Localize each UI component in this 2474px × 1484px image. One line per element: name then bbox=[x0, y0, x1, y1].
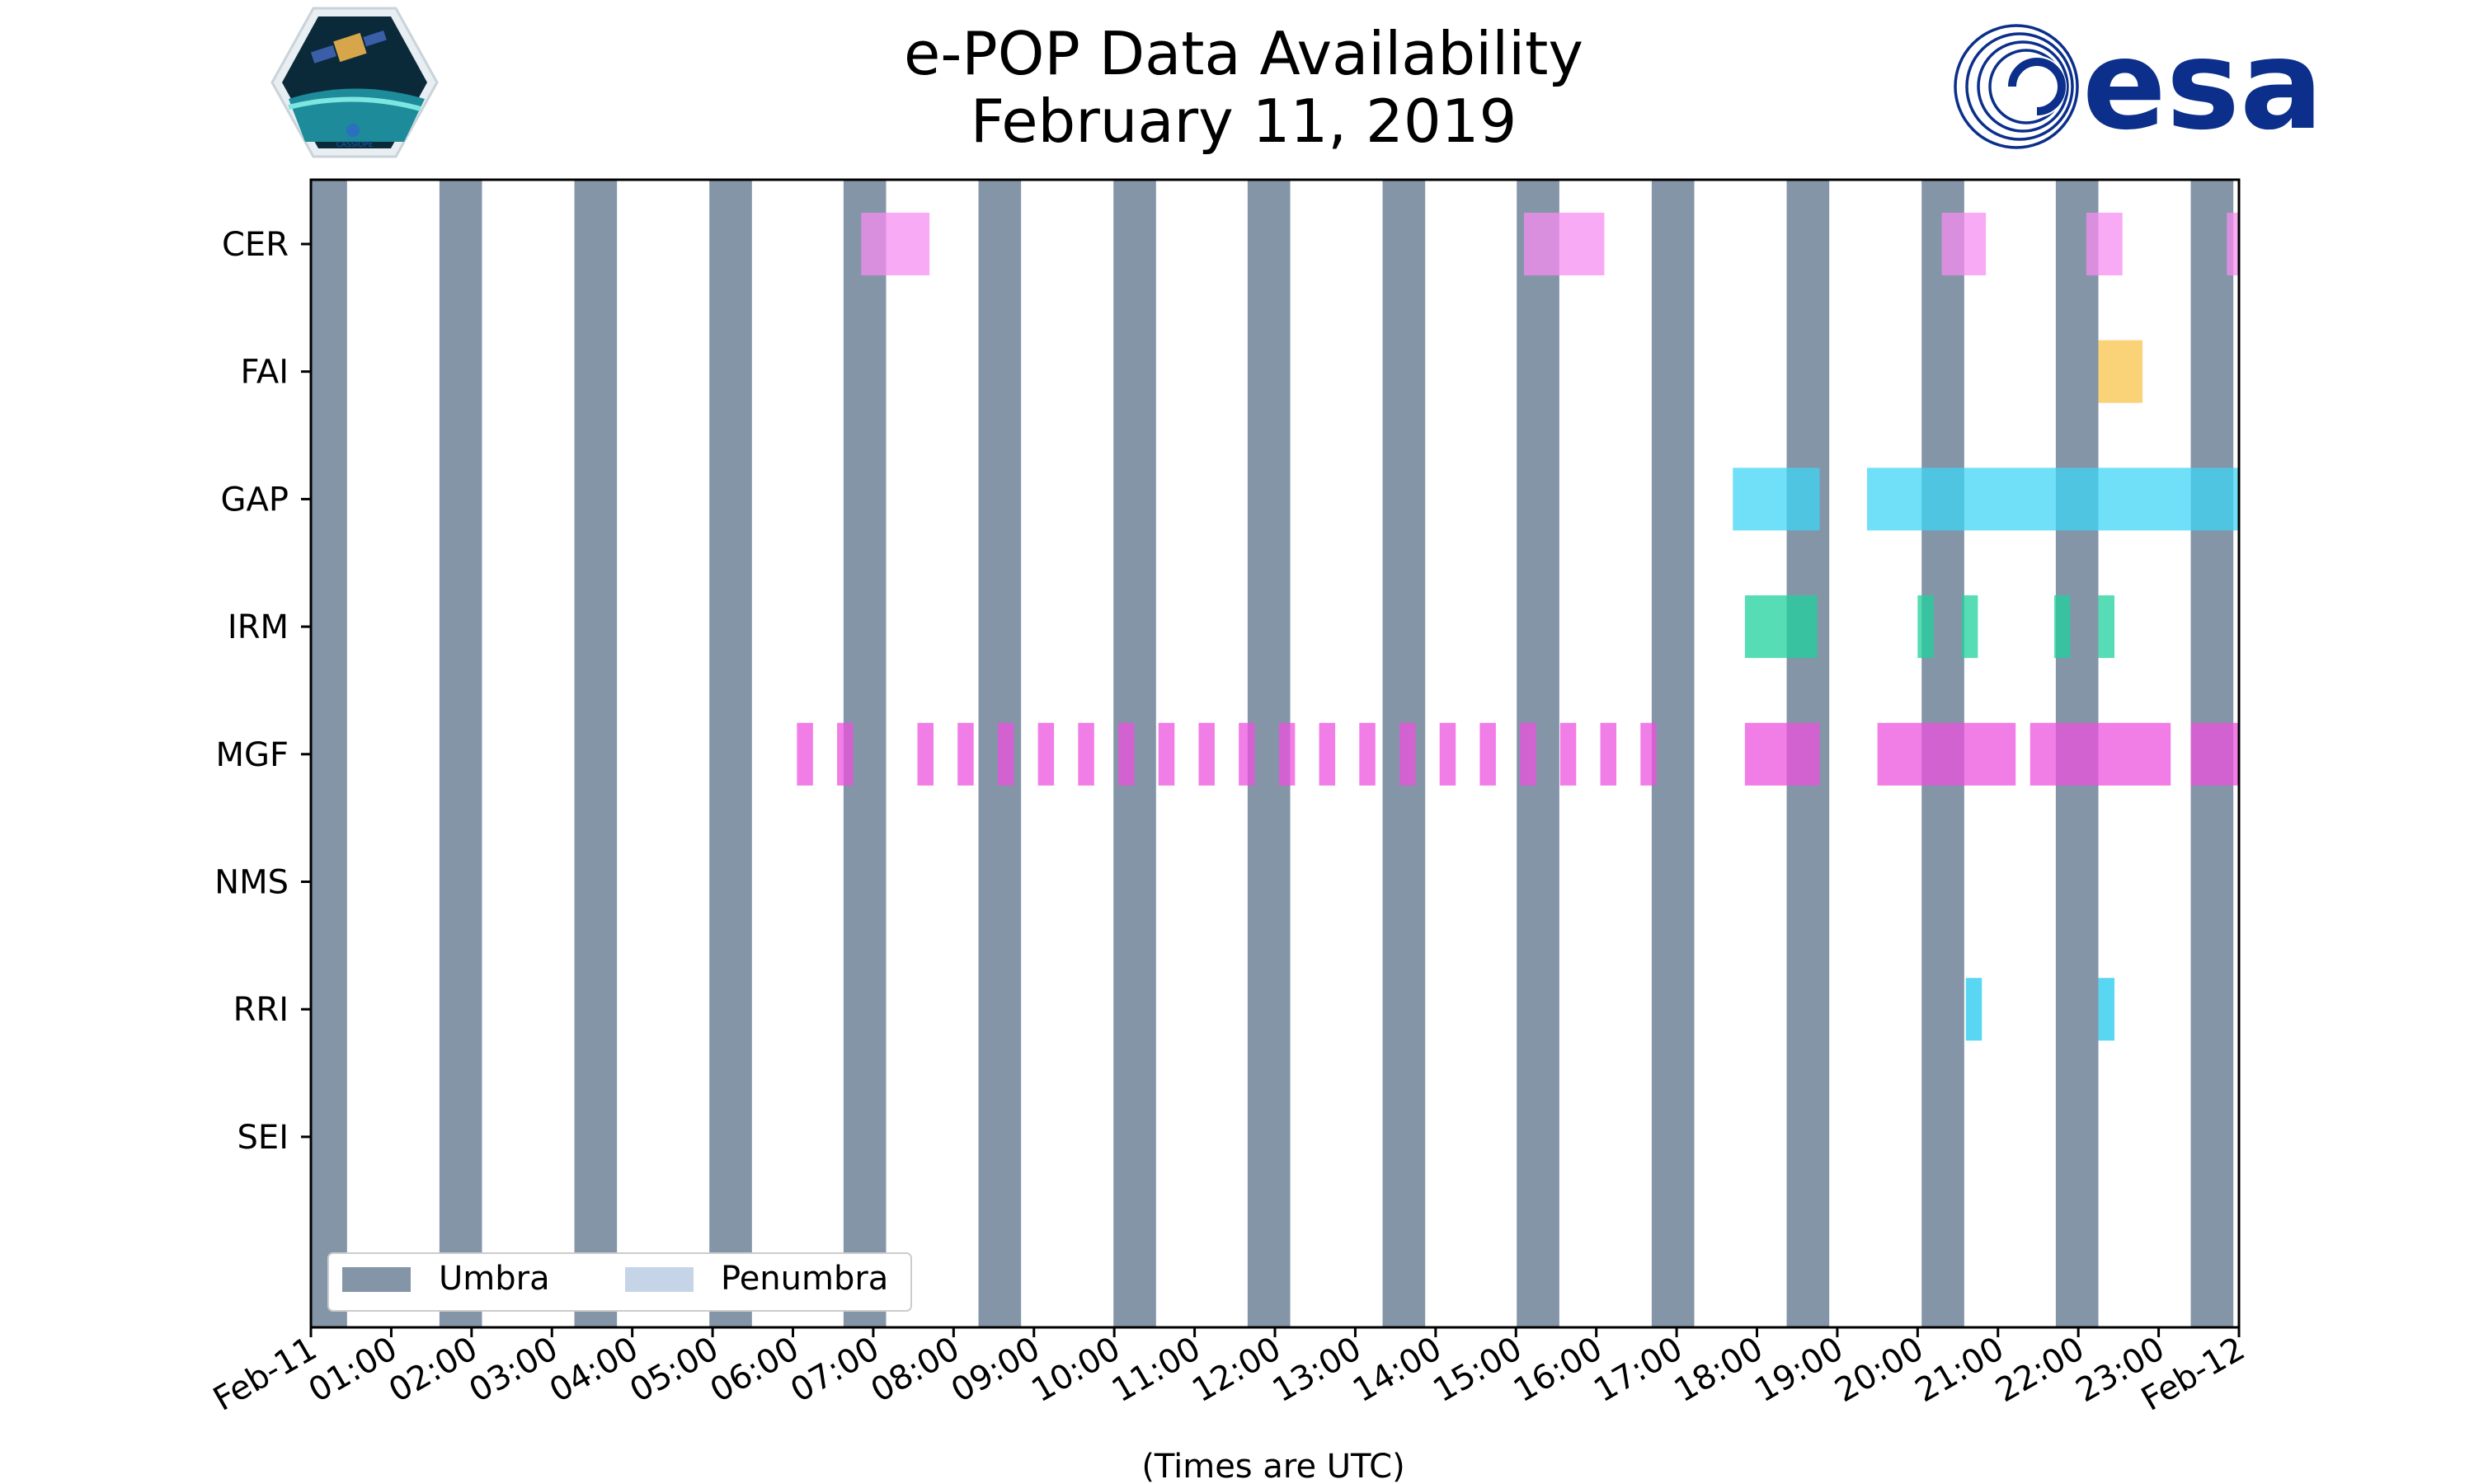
esa-logo: esa bbox=[1952, 14, 2323, 157]
x-tick-label: 14:00 bbox=[1347, 1330, 1448, 1410]
bar-cer bbox=[861, 213, 930, 275]
bar-irm bbox=[1917, 595, 1934, 659]
y-tick-label: GAP bbox=[221, 481, 289, 519]
x-axis-label: (Times are UTC) bbox=[1141, 1448, 1404, 1484]
bar-mgf bbox=[917, 722, 934, 786]
legend-umbra-swatch bbox=[342, 1267, 411, 1292]
x-tick-label: 11:00 bbox=[1106, 1330, 1207, 1410]
y-tick-label: IRM bbox=[228, 608, 289, 646]
bar-mgf bbox=[1078, 722, 1094, 786]
data-bars bbox=[797, 213, 2239, 1041]
bar-mgf bbox=[997, 722, 1014, 786]
bar-mgf bbox=[1359, 722, 1376, 786]
bar-mgf bbox=[1198, 722, 1215, 786]
x-tick-label: 20:00 bbox=[1828, 1330, 1930, 1410]
legend-umbra-label: Umbra bbox=[439, 1260, 550, 1298]
x-tick-label: 03:00 bbox=[463, 1330, 564, 1410]
x-tick-label: 02:00 bbox=[383, 1330, 484, 1410]
x-tick-label: 19:00 bbox=[1748, 1330, 1850, 1410]
x-tick-label: 01:00 bbox=[303, 1330, 404, 1410]
x-tick-label: 18:00 bbox=[1668, 1330, 1770, 1410]
umbra-band bbox=[709, 180, 752, 1327]
bar-mgf bbox=[1479, 722, 1496, 786]
x-tick-label: 08:00 bbox=[864, 1330, 966, 1410]
x-tick-label: 17:00 bbox=[1587, 1330, 1689, 1410]
bar-mgf bbox=[1399, 722, 1416, 786]
x-axis: Feb-1101:0002:0003:0004:0005:0006:0007:0… bbox=[207, 1327, 2251, 1419]
x-tick-label: 12:00 bbox=[1186, 1330, 1287, 1410]
bar-mgf bbox=[1877, 722, 2016, 786]
x-tick-label: 06:00 bbox=[704, 1330, 806, 1410]
x-tick-label: 21:00 bbox=[1909, 1330, 2011, 1410]
legend-penumbra-label: Penumbra bbox=[721, 1260, 888, 1298]
y-tick-label: FAI bbox=[241, 354, 289, 392]
y-tick-label: NMS bbox=[214, 864, 289, 902]
bar-mgf bbox=[1037, 722, 1055, 786]
legend-penumbra-swatch bbox=[625, 1267, 694, 1292]
bar-cer bbox=[1941, 213, 1987, 275]
bar-fai bbox=[2098, 340, 2143, 403]
chart-title-line2: February 11, 2019 bbox=[971, 87, 1517, 156]
cassiope-logo-text: CASSIOPE bbox=[336, 141, 374, 149]
bar-mgf bbox=[797, 722, 813, 786]
bar-cer bbox=[2227, 213, 2239, 275]
bar-mgf bbox=[2030, 722, 2171, 786]
bar-mgf bbox=[837, 722, 854, 786]
bar-mgf bbox=[1278, 722, 1296, 786]
y-tick-label: MGF bbox=[215, 736, 289, 774]
bar-gap bbox=[1866, 467, 2239, 531]
legend-box bbox=[327, 1252, 912, 1312]
bar-cer bbox=[2086, 213, 2123, 275]
chart-title-line1: e-POP Data Availability bbox=[904, 19, 1583, 88]
bar-rri bbox=[2098, 978, 2115, 1041]
bar-mgf bbox=[1559, 722, 1577, 786]
umbra-band bbox=[439, 180, 482, 1327]
bar-mgf bbox=[957, 722, 974, 786]
x-tick-label: 09:00 bbox=[945, 1330, 1047, 1410]
y-tick-label: CER bbox=[222, 226, 289, 264]
umbra-band bbox=[574, 180, 618, 1327]
x-tick-label: 13:00 bbox=[1267, 1330, 1368, 1410]
bar-rri bbox=[1965, 978, 1982, 1041]
x-tick-label: 22:00 bbox=[1989, 1330, 2091, 1410]
bar-irm bbox=[2098, 595, 2115, 659]
x-tick-label: 16:00 bbox=[1507, 1330, 1609, 1410]
bar-mgf bbox=[1439, 722, 1456, 786]
x-tick-label: 10:00 bbox=[1025, 1330, 1126, 1410]
bar-mgf bbox=[1520, 722, 1536, 786]
bar-mgf bbox=[1118, 722, 1135, 786]
bar-irm bbox=[2053, 595, 2071, 659]
umbra-band bbox=[311, 180, 347, 1327]
x-tick-label: 15:00 bbox=[1427, 1330, 1528, 1410]
x-tick-label: 05:00 bbox=[623, 1330, 725, 1410]
umbra-band bbox=[1651, 180, 1695, 1327]
cassiope-logo: CASSIOPE bbox=[270, 7, 439, 158]
legend: Umbra Penumbra bbox=[327, 1252, 912, 1312]
bar-mgf bbox=[1158, 722, 1175, 786]
bar-mgf bbox=[1319, 722, 1336, 786]
bar-mgf bbox=[1600, 722, 1617, 786]
bar-mgf bbox=[1640, 722, 1657, 786]
esa-logo-text: esa bbox=[2082, 14, 2323, 157]
bar-gap bbox=[1733, 467, 1820, 531]
bar-cer bbox=[1523, 213, 1605, 275]
bar-irm bbox=[1961, 595, 1978, 659]
x-tick-label: Feb-11 bbox=[207, 1330, 323, 1419]
bar-irm bbox=[1744, 595, 1818, 659]
bar-mgf bbox=[1744, 722, 1820, 786]
y-tick-label: SEI bbox=[238, 1119, 289, 1157]
x-tick-label: 04:00 bbox=[543, 1330, 645, 1410]
y-tick-label: RRI bbox=[233, 991, 289, 1029]
y-axis: CER FAI GAP IRM MGF NMS RRI SEI bbox=[214, 226, 311, 1157]
x-tick-label: 07:00 bbox=[784, 1330, 886, 1410]
bar-mgf bbox=[1239, 722, 1255, 786]
bar-mgf bbox=[2190, 722, 2239, 786]
